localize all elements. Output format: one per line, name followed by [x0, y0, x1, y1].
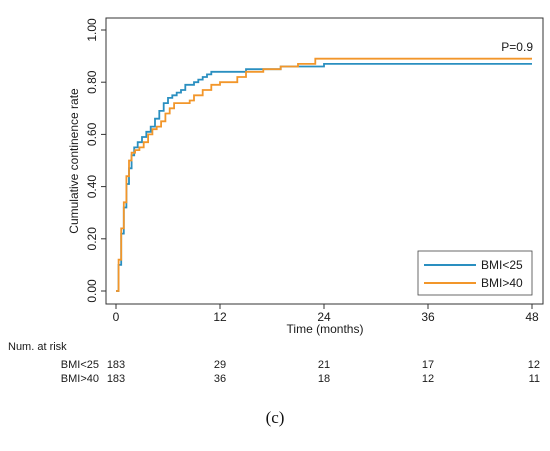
- x-axis-title: Time (months): [287, 322, 364, 336]
- legend-label: BMI>40: [481, 276, 523, 290]
- y-tick-label: 1.00: [85, 18, 99, 42]
- x-tick-label: 48: [525, 310, 539, 324]
- risk-cell: 183: [107, 373, 125, 385]
- risk-cell: 18: [318, 373, 330, 385]
- risk-table: Num. at risk BMI<25 183 29 21 17 12 BMI>40 183 36…: [8, 341, 540, 385]
- x-tick-label: 36: [421, 310, 435, 324]
- risk-cell: 17: [422, 359, 434, 371]
- y-tick-label: 0.80: [85, 70, 99, 94]
- legend-box: [417, 250, 533, 296]
- risk-table-title: Num. at risk: [8, 341, 67, 353]
- y-tick-label: 0.20: [85, 227, 99, 251]
- y-tick-label: 0.40: [85, 175, 99, 199]
- axes: 0.00 0.20 0.40 0.60 0.80 1.00 0 12 24 36 48 Time (m…: [67, 17, 544, 336]
- risk-row-label: BMI<25: [61, 359, 99, 371]
- legend-label: BMI<25: [481, 258, 523, 272]
- y-axis-title: Cumulative continence rate: [67, 88, 81, 234]
- risk-cell: 36: [214, 373, 226, 385]
- risk-cell: 183: [107, 359, 125, 371]
- x-tick-label: 12: [213, 310, 227, 324]
- risk-cell: 12: [422, 373, 434, 385]
- x-tick-label: 24: [317, 310, 331, 324]
- risk-cell: 11: [529, 373, 540, 385]
- p-value-annotation: P=0.9: [501, 40, 533, 54]
- y-tick-label: 0.60: [85, 122, 99, 146]
- risk-cell: 29: [214, 359, 226, 371]
- risk-row-label: BMI>40: [61, 373, 99, 385]
- figure-caption: (c): [265, 408, 285, 427]
- risk-cell: 21: [318, 359, 330, 371]
- legend: BMI<25 BMI>40: [417, 250, 533, 296]
- y-tick-label: 0.00: [85, 279, 99, 303]
- risk-cell: 12: [528, 359, 540, 371]
- series-line-bmi-40: [116, 57, 532, 292]
- series-layer: [116, 57, 532, 292]
- x-tick-label: 0: [113, 310, 120, 324]
